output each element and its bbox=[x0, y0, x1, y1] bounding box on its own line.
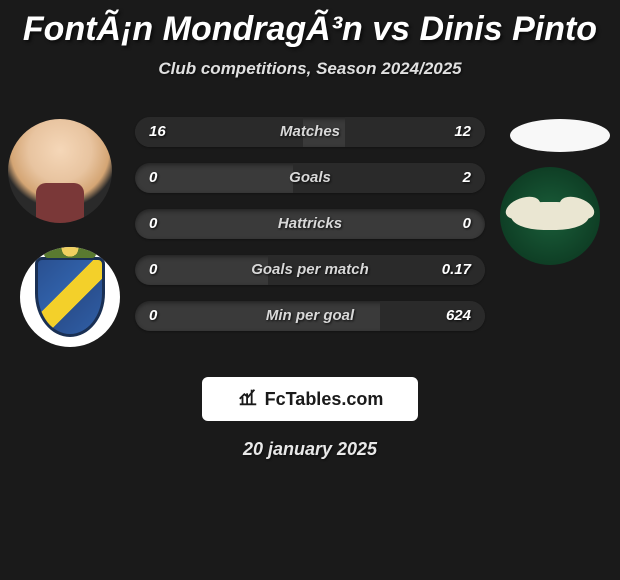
comparison-date: 20 january 2025 bbox=[0, 439, 620, 460]
club-right-badge bbox=[500, 167, 600, 265]
brand-name: FcTables.com bbox=[265, 389, 384, 410]
comparison-main: 1612Matches 02Goals 00Hattricks 00.17Goals … bbox=[0, 109, 620, 369]
stat-label: Goals per match bbox=[135, 255, 485, 285]
club-left-crest-icon bbox=[35, 257, 105, 337]
stat-label: Hattricks bbox=[135, 209, 485, 239]
stat-row: 00.17Goals per match bbox=[135, 255, 485, 285]
page-title: FontÃ¡n MondragÃ³n vs Dinis Pinto bbox=[0, 10, 620, 49]
stat-row: 0624Min per goal bbox=[135, 301, 485, 331]
page-subtitle: Club competitions, Season 2024/2025 bbox=[0, 59, 620, 79]
chart-icon bbox=[237, 386, 259, 413]
stats-list: 1612Matches 02Goals 00Hattricks 00.17Goals … bbox=[135, 117, 485, 347]
player-right-avatar bbox=[510, 119, 610, 152]
stat-label: Goals bbox=[135, 163, 485, 193]
club-left-badge bbox=[20, 247, 120, 347]
stat-row: 1612Matches bbox=[135, 117, 485, 147]
brand-badge: FcTables.com bbox=[202, 377, 418, 421]
stat-label: Min per goal bbox=[135, 301, 485, 331]
club-right-bird-icon bbox=[511, 202, 589, 230]
stat-row: 00Hattricks bbox=[135, 209, 485, 239]
player-left-avatar bbox=[8, 119, 112, 223]
comparison-card: FontÃ¡n MondragÃ³n vs Dinis Pinto Club c… bbox=[0, 0, 620, 460]
stat-row: 02Goals bbox=[135, 163, 485, 193]
stat-label: Matches bbox=[135, 117, 485, 147]
